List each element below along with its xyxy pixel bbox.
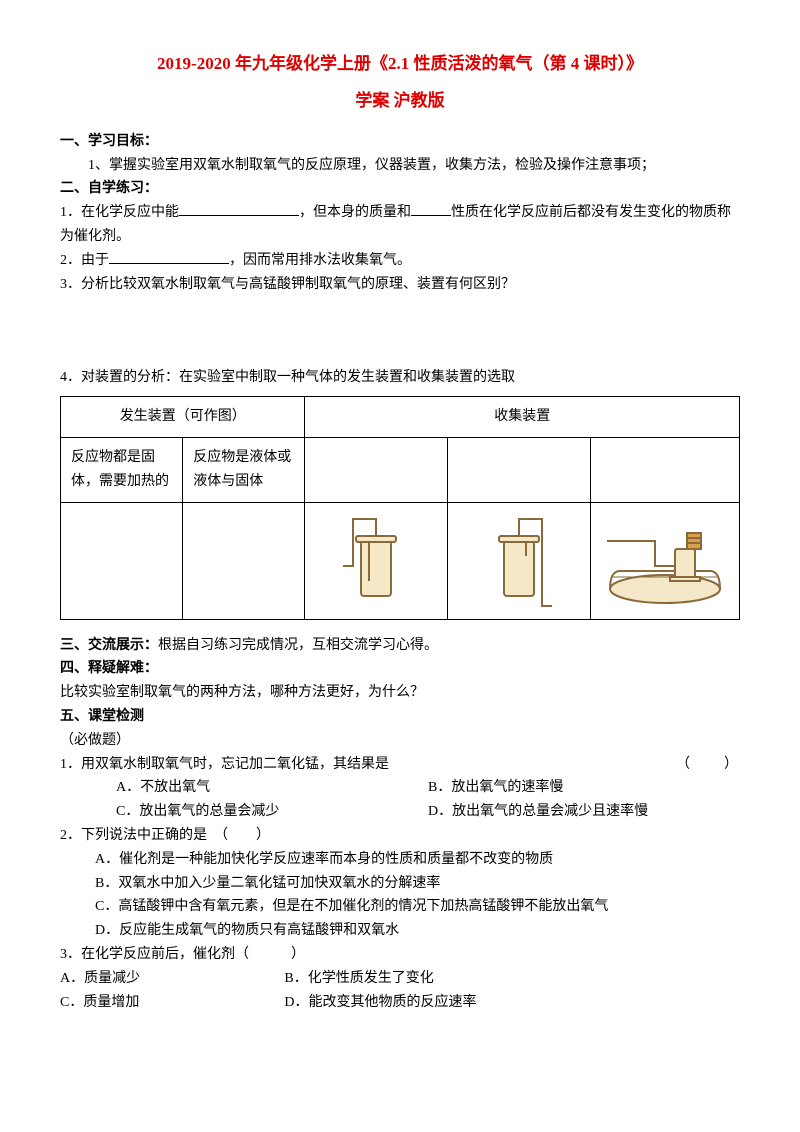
blank-3[interactable] (109, 250, 229, 264)
q5-3-C: C．质量增加 (60, 991, 284, 1015)
section-3-head: 三、交流展示： (60, 638, 158, 653)
section-4-body: 比较实验室制取氧气的两种方法，哪种方法更好，为什么？ (60, 681, 740, 705)
q5-2-C: C．高锰酸钾中含有氧元素，但是在不加催化剂的情况下加热高锰酸钾不能放出氧气 (60, 895, 740, 919)
section-4-head: 四、释疑解难： (60, 657, 740, 681)
apparatus-table: 发生装置（可作图） 收集装置 反应物都是固体，需要加热的 反应物是液体或液体与固… (60, 396, 740, 619)
img-cell-4 (448, 502, 591, 619)
q5-2-B: B．双氧水中加入少量二氧化锰可加快双氧水的分解速率 (60, 872, 740, 896)
table-row: 发生装置（可作图） 收集装置 (61, 397, 740, 438)
q5-1-opts-row1: A．不放出氧气 B．放出氧气的速率慢 (60, 776, 740, 800)
q5-1-C: C．放出氧气的总量会减少 (116, 800, 428, 824)
q5-3-stem: 3．在化学反应前后，催化剂（ ） (60, 943, 740, 967)
q5-1-stem: 1．用双氧水制取氧气时，忘记加二氧化锰，其结果是 (60, 757, 389, 772)
q5-1-opts-row2: C．放出氧气的总量会减少 D．放出氧气的总量会减少且速率慢 (60, 800, 740, 824)
q5-3-opts-row1: A．质量减少 B．化学性质发生了变化 (60, 967, 740, 991)
answer-space-1 (60, 296, 740, 366)
q2-4: 4．对装置的分析：在实验室中制取一种气体的发生装置和收集装置的选取 (60, 366, 740, 390)
q5-1: 1．用双氧水制取氧气时，忘记加二氧化锰，其结果是 （ ） (60, 753, 740, 777)
blank-1[interactable] (179, 202, 299, 216)
th-generator: 发生装置（可作图） (61, 397, 305, 438)
doc-title-line2: 学案 沪教版 (60, 87, 740, 116)
q2-2-a: 2．由于 (60, 253, 109, 268)
gas-bottle-up-icon (341, 511, 411, 611)
q5-2-D: D．反应能生成氧气的物质只有高锰酸钾和双氧水 (60, 919, 740, 943)
img-cell-1 (61, 502, 183, 619)
cell-liquid: 反应物是液体或液体与固体 (183, 437, 305, 502)
q5-3-B: B．化学性质发生了变化 (284, 967, 740, 991)
section-5-head: 五、课堂检测 (60, 705, 740, 729)
q5-1-B: B．放出氧气的速率慢 (428, 776, 740, 800)
q5-2-stem: 2．下列说法中正确的是 （ ） (60, 824, 740, 848)
img-cell-5 (590, 502, 739, 619)
q5-2-A: A．催化剂是一种能加快化学反应速率而本身的性质和质量都不改变的物质 (60, 848, 740, 872)
section-1-item1: 1、掌握实验室用双氧水制取氧气的反应原理，仪器装置，收集方法，检验及操作注意事项… (60, 154, 740, 178)
q5-3-opts-row2: C．质量增加 D．能改变其他物质的反应速率 (60, 991, 740, 1015)
section-3: 三、交流展示：根据自习练习完成情况，互相交流学习心得。 (60, 634, 740, 658)
section-3-body: 根据自习练习完成情况，互相交流学习心得。 (158, 638, 438, 653)
q2-1: 1．在化学反应中能，但本身的质量和性质在化学反应前后都没有发生变化的物质称为催化… (60, 201, 740, 249)
img-cell-3 (305, 502, 448, 619)
cell-collect-3 (590, 437, 739, 502)
th-collect: 收集装置 (305, 397, 740, 438)
doc-title-line1: 2019-2020 年九年级化学上册《2.1 性质活泼的氧气（第 4 课时）》 (60, 50, 740, 79)
q5-1-paren[interactable]: （ ） (676, 753, 740, 777)
cell-collect-2 (448, 437, 591, 502)
table-row: 反应物都是固体，需要加热的 反应物是液体或液体与固体 (61, 437, 740, 502)
q5-3-D: D．能改变其他物质的反应速率 (284, 991, 740, 1015)
q5-1-D: D．放出氧气的总量会减少且速率慢 (428, 800, 740, 824)
q2-2-b: ，因而常用排水法收集氧气。 (229, 253, 411, 268)
q5-3-A: A．质量减少 (60, 967, 284, 991)
q5-1-A: A．不放出氧气 (116, 776, 428, 800)
q2-3: 3．分析比较双氧水制取氧气与高锰酸钾制取氧气的原理、装置有何区别？ (60, 273, 740, 297)
section-1-head: 一、学习目标： (60, 130, 740, 154)
blank-2[interactable] (411, 202, 451, 216)
q2-1-b: ，但本身的质量和 (299, 205, 411, 220)
cell-solid-heat: 反应物都是固体，需要加热的 (61, 437, 183, 502)
table-row (61, 502, 740, 619)
q2-1-a: 1．在化学反应中能 (60, 205, 179, 220)
cell-collect-1 (305, 437, 448, 502)
section-5-note: （必做题） (60, 729, 740, 753)
section-2-head: 二、自学练习： (60, 177, 740, 201)
gas-bottle-down-icon (484, 511, 554, 611)
q2-2: 2．由于 ，因而常用排水法收集氧气。 (60, 249, 740, 273)
img-cell-2 (183, 502, 305, 619)
water-trough-icon (605, 511, 725, 611)
